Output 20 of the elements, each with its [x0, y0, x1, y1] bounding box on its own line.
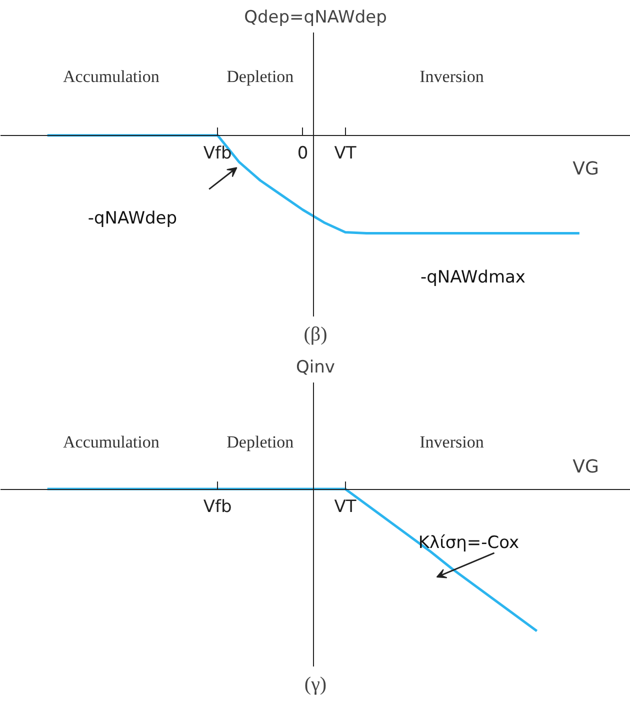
text: Inversion: [420, 67, 484, 86]
annotation: Κλίση=-Cox: [418, 532, 520, 553]
text: (β): [304, 324, 328, 346]
x-axis-title: VG: [572, 158, 599, 180]
x-tick-label: VT: [334, 497, 357, 517]
x-tick-label: VT: [334, 143, 357, 164]
x-tick-label: Vfb: [203, 143, 232, 164]
text: Depletion: [226, 432, 294, 452]
text: -qNAWdmax: [420, 267, 526, 288]
x-axis-title: VG: [572, 456, 599, 478]
text: (γ): [304, 674, 327, 696]
y-axis-title: Qinv: [296, 358, 335, 378]
text: Depletion: [226, 67, 294, 86]
text: Inversion: [420, 432, 484, 452]
x-tick-label: 0: [297, 143, 308, 164]
y-axis-title: Qdep=qNAWdep: [244, 8, 387, 28]
text: Accumulation: [63, 67, 160, 86]
text: Accumulation: [63, 432, 160, 452]
annotation: -qNAWdep: [88, 208, 178, 229]
x-tick-label: Vfb: [203, 497, 232, 517]
